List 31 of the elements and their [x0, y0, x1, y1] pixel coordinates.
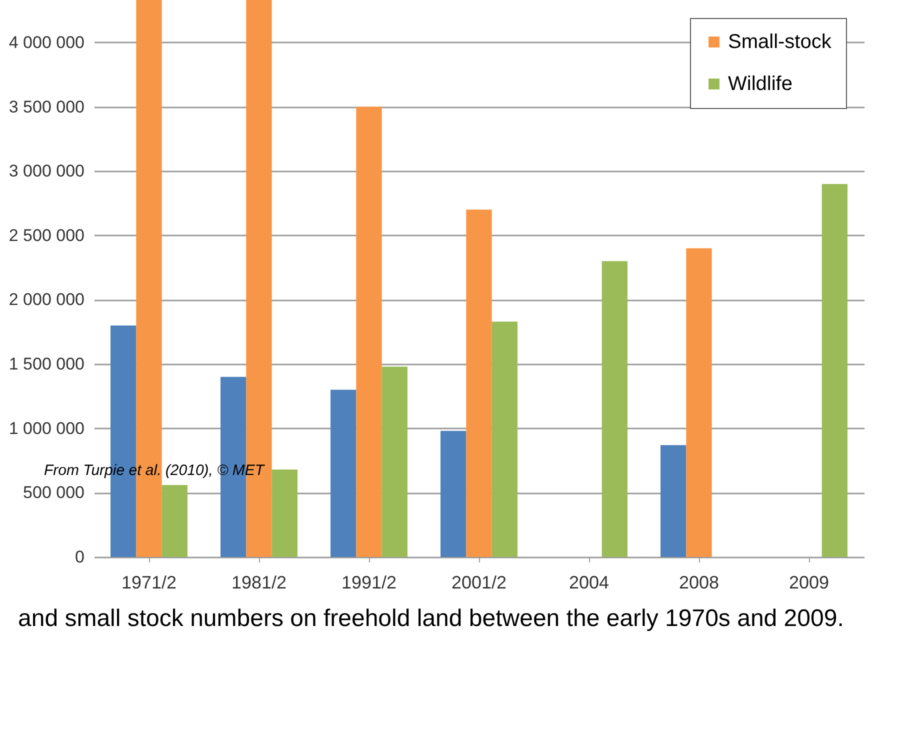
bar: [602, 261, 628, 557]
y-tick-label: 4 000 000: [8, 32, 84, 52]
x-tick-label: 2008: [678, 572, 720, 592]
bar: [686, 248, 712, 557]
bar: [330, 390, 356, 557]
bar: [660, 445, 686, 557]
x-tick-label: 2009: [788, 572, 830, 592]
text: and small stock numbers on freehold land between the early 1970s and 2009.: [18, 604, 845, 634]
bar: [356, 106, 382, 557]
y-tick-label: 3 000 000: [8, 162, 84, 181]
bar: [272, 470, 298, 557]
y-tick-label: 3 500 000: [8, 97, 84, 116]
bar: [466, 210, 492, 557]
bar: [162, 484, 188, 557]
y-tick-label: 500 000: [23, 483, 84, 502]
bar: [492, 322, 518, 557]
legend-label: Wildlife: [728, 73, 792, 95]
y-tick-label: 2 000 000: [8, 290, 84, 310]
legend-label: Small-stock: [728, 31, 832, 53]
y-tick-label: 1 000 000: [8, 418, 84, 438]
bar: [382, 366, 408, 557]
x-tick-label: 2004: [568, 572, 610, 592]
x-tick-label: 1991/2: [341, 572, 397, 592]
y-tick-label: 2 500 000: [8, 226, 84, 245]
y-tick-label: 1 500 000: [8, 354, 84, 374]
x-tick-label: 1981/2: [231, 572, 287, 592]
bar: [440, 430, 466, 557]
x-tick-label: 1971/2: [121, 572, 177, 592]
y-tick-label: 0: [75, 548, 84, 566]
bar: [822, 184, 848, 557]
x-tick-label: 2001/2: [451, 572, 507, 592]
